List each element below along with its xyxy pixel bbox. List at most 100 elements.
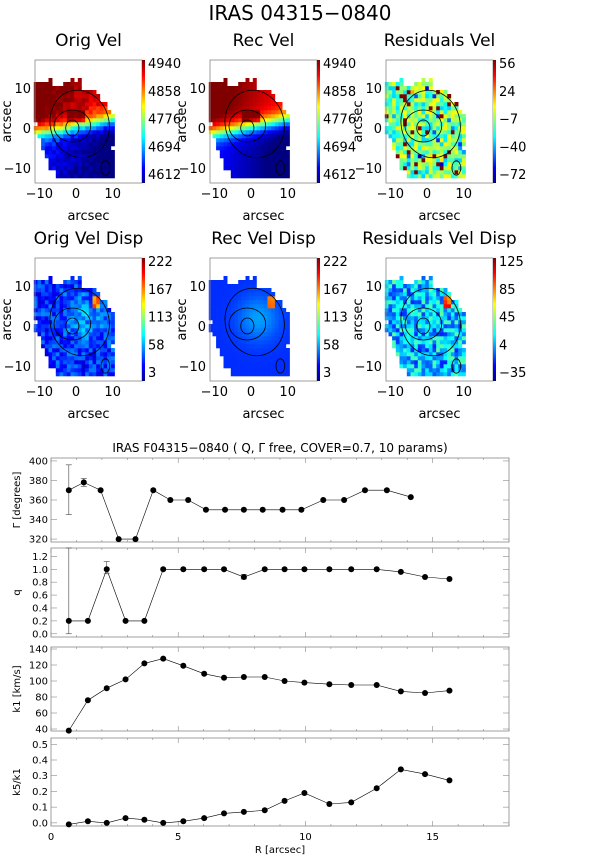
map-pixel — [37, 114, 42, 119]
data-point — [373, 682, 380, 688]
map-pixel — [414, 122, 419, 127]
map-pixel — [110, 336, 115, 341]
map-pixel — [245, 344, 250, 349]
map-pixel — [443, 126, 448, 131]
map-pixel — [447, 296, 452, 301]
map-pixel — [263, 142, 268, 147]
map-pixel — [96, 126, 101, 131]
map-pixel — [216, 114, 221, 119]
map-pixel — [458, 356, 463, 361]
map-pixel — [447, 324, 452, 329]
map-pixel — [392, 296, 397, 301]
map-pixel — [223, 82, 228, 87]
map-pixel — [395, 332, 400, 337]
map-pixel — [241, 356, 246, 361]
map-pixel — [107, 344, 112, 349]
map-pixel — [59, 360, 64, 365]
map-pixel — [66, 280, 71, 285]
map-pixel — [414, 94, 419, 99]
map-pixel — [428, 134, 433, 139]
map-pixel — [267, 340, 272, 345]
data-point — [103, 566, 110, 573]
map-pixel — [223, 344, 228, 349]
map-pixel — [406, 292, 411, 297]
map-pixel — [461, 150, 466, 155]
map-pixel — [81, 118, 86, 123]
map-pixel — [81, 344, 86, 349]
map-pixel — [55, 344, 60, 349]
map-pixel — [74, 356, 79, 361]
map-pixel — [96, 336, 101, 341]
data-point — [122, 676, 129, 683]
map-pixel — [425, 94, 430, 99]
map-pixel — [103, 146, 108, 151]
map-pixel — [428, 162, 433, 167]
map-pixel — [77, 340, 82, 345]
map-pixel — [454, 174, 459, 179]
map-pixel — [77, 78, 82, 83]
map-pixel — [85, 292, 90, 297]
map-pixel — [219, 142, 224, 147]
map-pixel — [447, 166, 452, 171]
map-pixel — [110, 114, 115, 119]
map-pixel — [85, 158, 90, 163]
map-pixel — [392, 332, 397, 337]
map-pixel — [110, 138, 115, 143]
map-pixel — [77, 280, 82, 285]
map-pixel — [92, 304, 97, 309]
map-pixel — [443, 114, 448, 119]
map-pixel — [241, 150, 246, 155]
map-pixel — [432, 336, 437, 341]
map-pixel — [44, 324, 49, 329]
map-pixel — [92, 312, 97, 317]
map-pixel — [219, 300, 224, 305]
map-pixel — [410, 312, 415, 317]
map-pixel — [103, 300, 108, 305]
map-pixel — [388, 122, 393, 127]
y-tick-label: 1.2 — [32, 552, 48, 563]
map-pixel — [70, 122, 75, 127]
map-pixel — [447, 142, 452, 147]
map-pixel — [88, 138, 93, 143]
map-pixel — [461, 348, 466, 353]
map-pixel — [52, 304, 57, 309]
map-pixel — [245, 110, 250, 115]
map-pixel — [285, 356, 290, 361]
map-pixel — [432, 118, 437, 123]
map-pixel — [260, 102, 265, 107]
map-pixel — [271, 126, 276, 131]
map-pixel — [271, 94, 276, 99]
map-pixel — [63, 316, 68, 321]
map-pixel — [55, 150, 60, 155]
map-pixel — [249, 146, 254, 151]
map-pixel — [48, 288, 53, 293]
map-pixel — [66, 118, 71, 123]
map-pixel — [238, 316, 243, 321]
map-pixel — [392, 106, 397, 111]
map-pixel — [392, 134, 397, 139]
map-pixel — [454, 166, 459, 171]
map-pixel — [59, 106, 64, 111]
map-pixel — [81, 126, 86, 131]
map-pixel — [52, 292, 57, 297]
map-title: Residuals Vel Disp — [362, 229, 516, 249]
map-pixel — [447, 344, 452, 349]
map-pixel — [425, 170, 430, 175]
map-pixel — [414, 312, 419, 317]
map-pixel — [48, 90, 53, 95]
map-pixel — [252, 102, 257, 107]
map-pixel — [450, 130, 455, 135]
map-pixel — [77, 146, 82, 151]
map-pixel — [439, 308, 444, 313]
map-pixel — [37, 98, 42, 103]
map-pixel — [458, 110, 463, 115]
x-axis-label: arcsec — [242, 209, 284, 224]
map-pixel — [230, 110, 235, 115]
map-pixel — [223, 284, 228, 289]
map-pixel — [55, 372, 60, 377]
map-pixel — [107, 138, 112, 143]
map-pixel — [234, 134, 239, 139]
map-pixel — [96, 304, 101, 309]
map-pixel — [425, 162, 430, 167]
map-pixel — [208, 130, 213, 135]
